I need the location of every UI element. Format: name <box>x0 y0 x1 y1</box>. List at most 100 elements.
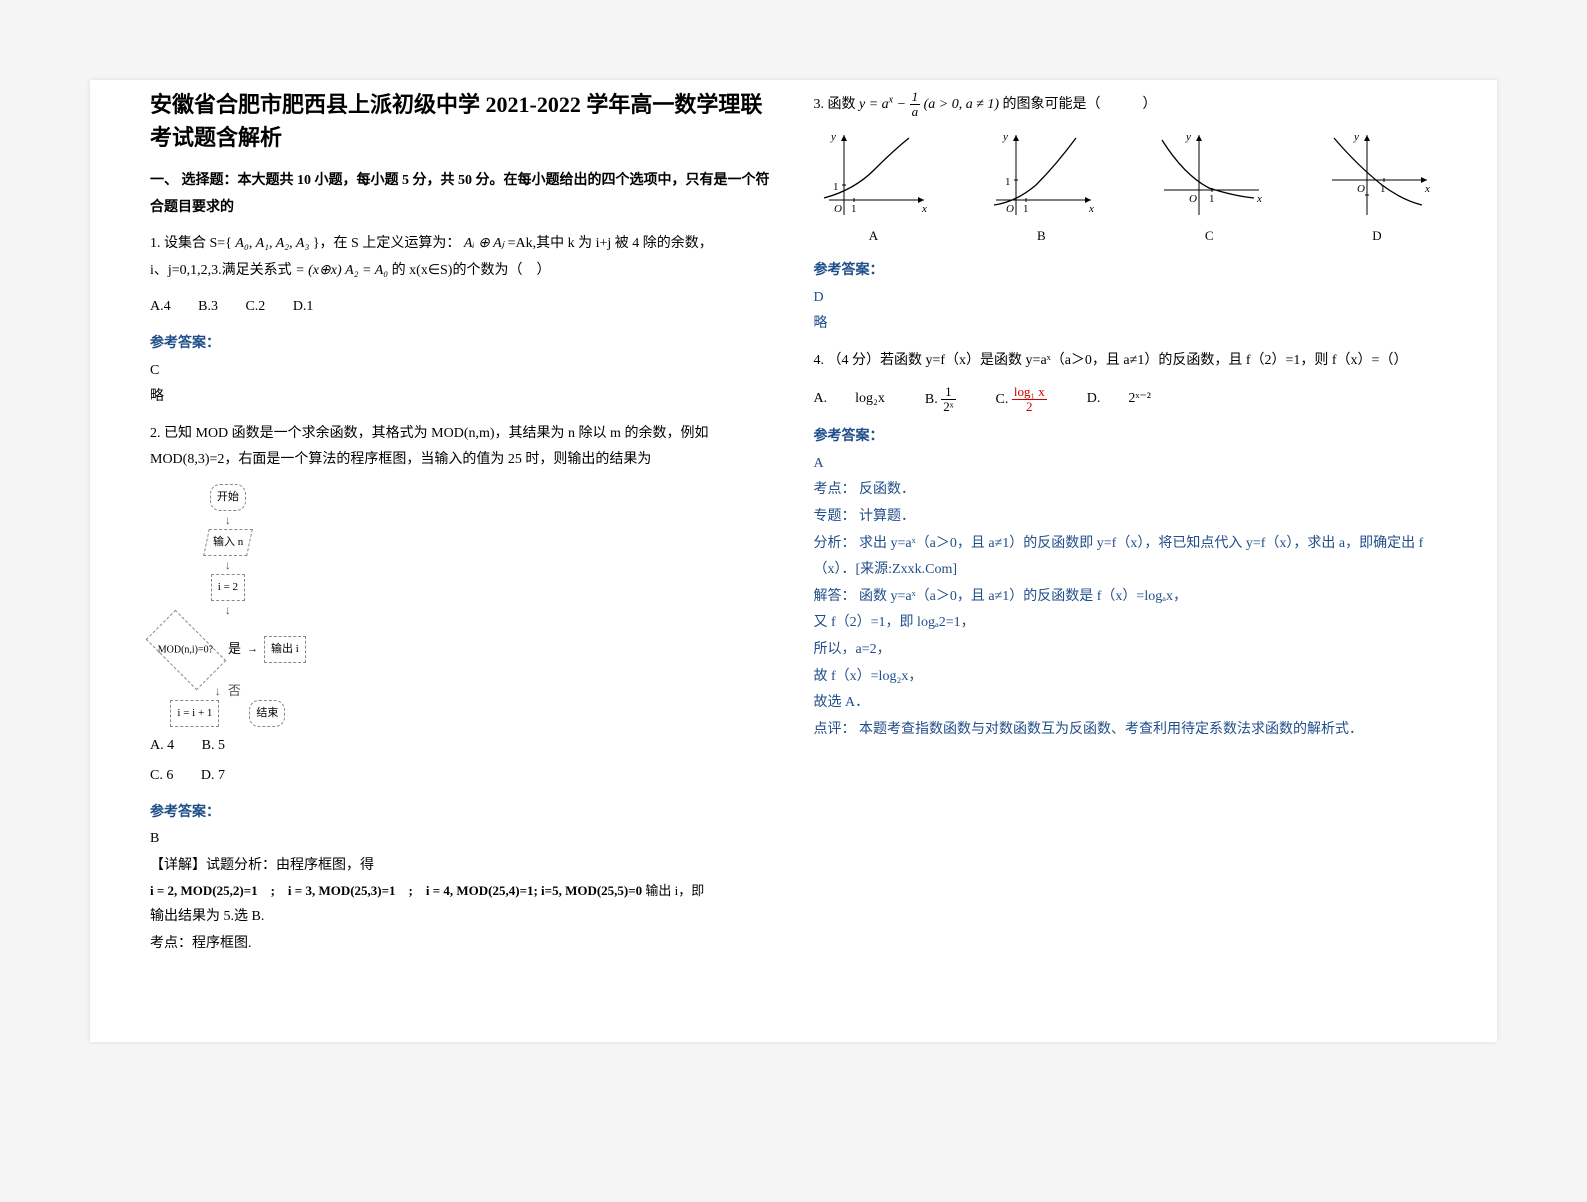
q1-set: A₀, A₁, A₂, A₃ <box>235 236 309 251</box>
section-heading: 一、 选择题：本大题共 10 小题，每小题 5 分，共 50 分。在每小题给出的… <box>150 168 774 221</box>
q4-jieda-3: 所以，a=2， <box>814 637 1438 664</box>
chart-b-label: B <box>981 224 1101 249</box>
svg-text:1: 1 <box>1209 193 1215 205</box>
q4-zhuanti: 专题： 计算题． <box>814 504 1438 531</box>
chart-d-label: D <box>1317 224 1437 249</box>
svg-text:y: y <box>1353 131 1359 143</box>
flow-yes-label: 是 <box>228 637 241 662</box>
q2-explain-head: 【详解】试题分析：由程序框图，得 <box>150 853 774 880</box>
chart-c: x y O 1 C <box>1149 130 1269 249</box>
q4-opt-c: C. log₁ x2 <box>996 385 1047 415</box>
svg-text:O: O <box>1189 193 1197 205</box>
q2-options-2: C. 6 D. 7 <box>150 763 774 790</box>
q1-text2: }，在 S 上定义运算为： <box>313 236 461 251</box>
svg-text:x: x <box>1256 193 1262 205</box>
question-4: 4. （4 分）若函数 y=f（x）是函数 y=aˣ（a＞0，且 a≠1）的反函… <box>814 348 1438 375</box>
svg-text:O: O <box>1006 203 1014 215</box>
q4-jieda-5: 故选 A． <box>814 690 1438 717</box>
q1-opt-a: A.4 <box>150 294 171 321</box>
q1-answer-label: 参考答案： <box>150 331 774 358</box>
q1-text: 1. 设集合 S={ <box>150 236 232 251</box>
svg-text:x: x <box>1088 203 1094 215</box>
q3-answer-label: 参考答案： <box>814 258 1438 285</box>
q2-opt-a: A. 4 <box>150 733 174 760</box>
question-1: 1. 设集合 S={ A₀, A₁, A₂, A₃ }，在 S 上定义运算为： … <box>150 231 774 284</box>
arrow-down-icon: ↓ <box>225 559 231 571</box>
q3-prefix: 3. 函数 <box>814 97 856 112</box>
q2-kaodian: 考点：程序框图. <box>150 931 774 958</box>
q2-answer-label: 参考答案： <box>150 800 774 827</box>
q4-opt-d: D. 2ˣ⁻² <box>1087 386 1151 413</box>
exam-page: 安徽省合肥市肥西县上派初级中学 2021-2022 学年高一数学理联考试题含解析… <box>90 80 1497 1042</box>
chart-c-label: C <box>1149 224 1269 249</box>
q1-answer: C <box>150 358 774 385</box>
q1-text5: 的 x(x∈S)的个数为（ ） <box>392 263 551 278</box>
arrow-down-icon: ↓ <box>225 514 231 526</box>
arrow-right-icon: → <box>247 639 258 660</box>
q3-note: 略 <box>814 311 1438 338</box>
q4-opt-b: B. 12ˣ <box>925 385 956 415</box>
q1-note: 略 <box>150 384 774 411</box>
q1-text4: i、j=0,1,2,3.满足关系式 <box>150 263 292 278</box>
arrow-down-icon: ↓ <box>225 604 231 616</box>
q3-charts: x y O 1 1 A x y O 1 <box>814 130 1438 249</box>
q1-opt-b: B.3 <box>198 294 218 321</box>
flow-end: 结束 <box>249 700 285 727</box>
q4-kaodian: 考点： 反函数． <box>814 477 1438 504</box>
q4-jieda-4: 故 f（x）=log₂x， <box>814 664 1438 691</box>
arrow-down-icon: ↓ 否 <box>215 684 241 697</box>
q3-answer: D <box>814 285 1438 312</box>
q1-options: A.4 B.3 C.2 D.1 <box>150 294 774 321</box>
right-column: 3. 函数 y = ax − 1a (a > 0, a ≠ 1) 的图象可能是（… <box>794 80 1458 1042</box>
question-2: 2. 已知 MOD 函数是一个求余函数，其格式为 MOD(n,m)，其结果为 n… <box>150 421 774 474</box>
chart-a-label: A <box>814 224 934 249</box>
svg-text:y: y <box>830 131 836 143</box>
q1-opt-d: D.1 <box>293 294 314 321</box>
q4-jieda-1: 解答： 函数 y=aˣ（a＞0，且 a≠1）的反函数是 f（x）=logₐx， <box>814 584 1438 611</box>
question-3: 3. 函数 y = ax − 1a (a > 0, a ≠ 1) 的图象可能是（… <box>814 90 1438 120</box>
page-title: 安徽省合肥市肥西县上派初级中学 2021-2022 学年高一数学理联考试题含解析 <box>150 88 774 154</box>
flow-cond: MOD(n,i)=0? <box>146 609 227 690</box>
flowchart: 开始 ↓ 输入 n ↓ i = 2 ↓ MOD(n,i)=0? 是 → 输出 i… <box>150 484 774 727</box>
svg-text:y: y <box>1002 131 1008 143</box>
q2-opt-d: D. 7 <box>201 763 225 790</box>
q1-opt-c: C.2 <box>245 294 265 321</box>
chart-d: x y O 1 D <box>1317 130 1437 249</box>
q4-jieda-2: 又 f（2）=1，即 logₐ2=1， <box>814 610 1438 637</box>
flow-input: 输入 n <box>203 529 253 556</box>
q2-answer: B <box>150 826 774 853</box>
chart-a: x y O 1 1 A <box>814 130 934 249</box>
q2-options-1: A. 4 B. 5 <box>150 733 774 760</box>
flow-init: i = 2 <box>211 574 245 601</box>
svg-text:O: O <box>1357 183 1365 195</box>
svg-text:1: 1 <box>833 181 839 193</box>
svg-text:x: x <box>921 203 927 215</box>
q1-text3: =Ak,其中 k 为 i+j 被 4 除的余数， <box>508 236 713 251</box>
q2-opt-b: B. 5 <box>202 733 225 760</box>
svg-text:1: 1 <box>1023 203 1029 215</box>
left-column: 安徽省合肥市肥西县上派初级中学 2021-2022 学年高一数学理联考试题含解析… <box>130 80 794 1042</box>
q4-fenxi: 分析： 求出 y=aˣ（a＞0，且 a≠1）的反函数即 y=f（x），将已知点代… <box>814 531 1438 584</box>
q4-answer: A <box>814 451 1438 478</box>
q4-options: A. log₂x B. 12ˣ C. log₁ x2 D. 2ˣ⁻² <box>814 385 1438 415</box>
q3-formula: y = ax − 1a (a > 0, a ≠ 1) <box>859 97 999 112</box>
flow-main: 开始 ↓ 输入 n ↓ i = 2 ↓ MOD(n,i)=0? 是 → 输出 i… <box>150 484 306 727</box>
q4-dianping: 点评： 本题考查指数函数与对数函数互为反函数、考查利用待定系数法求函数的解析式． <box>814 717 1438 744</box>
q2-opt-c: C. 6 <box>150 763 173 790</box>
svg-text:1: 1 <box>1005 176 1011 188</box>
flow-inc: i = i + 1 <box>170 700 219 727</box>
q1-op: Aᵢ ⊕ Aⱼ <box>464 236 504 251</box>
flow-output: 输出 i <box>264 636 306 663</box>
q4-answer-label: 参考答案： <box>814 424 1438 451</box>
chart-b: x y O 1 1 B <box>981 130 1101 249</box>
q2-explain-line: i = 2, MOD(25,2)=1 ; i = 3, MOD(25,3)=1 … <box>150 879 774 904</box>
q1-rel: = (x⊕x) A₂ = A₀ <box>295 263 388 278</box>
q3-suffix: 的图象可能是（ ） <box>1003 97 1157 112</box>
flow-start: 开始 <box>210 484 246 511</box>
svg-text:O: O <box>834 203 842 215</box>
svg-text:x: x <box>1424 183 1430 195</box>
q2-explain-tail2: 输出结果为 5.选 B. <box>150 904 774 931</box>
svg-text:y: y <box>1185 131 1191 143</box>
svg-text:1: 1 <box>851 203 857 215</box>
q4-opt-a: A. log₂x <box>814 386 885 413</box>
